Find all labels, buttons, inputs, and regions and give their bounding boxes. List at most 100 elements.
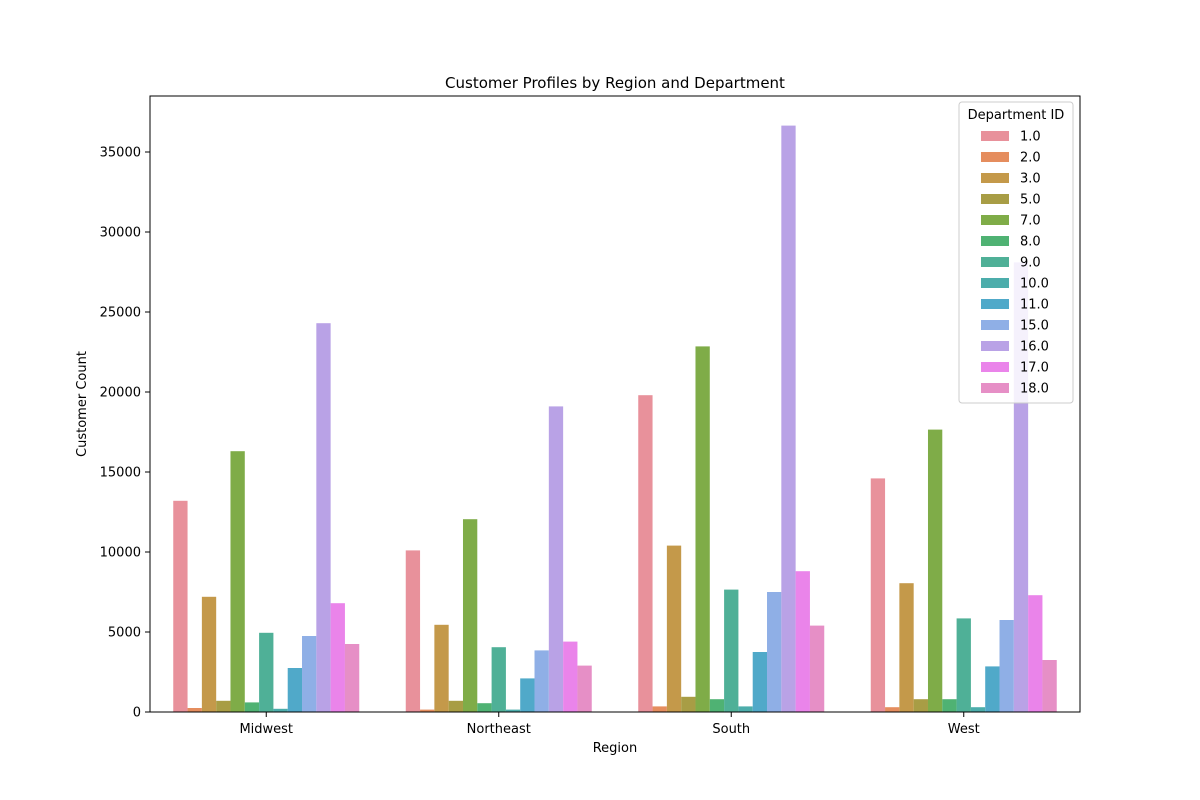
bar [462, 519, 478, 712]
legend-label: 5.0 [1020, 193, 1041, 208]
legend-label: 10.0 [1020, 277, 1049, 292]
bar [927, 429, 943, 712]
plot-frame [149, 95, 1081, 713]
legend-label: 15.0 [1020, 319, 1049, 334]
bar [666, 545, 682, 712]
bar [548, 406, 564, 712]
legend-label: 17.0 [1020, 361, 1049, 376]
y-tick-label: 10000 [100, 546, 141, 561]
bar [230, 451, 245, 712]
bar [638, 395, 653, 712]
bar [652, 706, 667, 712]
bar [899, 583, 914, 712]
bar [330, 603, 345, 712]
legend-swatch [981, 215, 1009, 225]
bars-group [173, 125, 1057, 713]
bar [985, 666, 1000, 712]
legend-label: 16.0 [1020, 340, 1049, 355]
bar [1028, 595, 1043, 712]
bar [767, 592, 782, 712]
bar [201, 596, 217, 712]
legend-title: Department ID [968, 108, 1065, 123]
bar [809, 625, 825, 712]
bar [870, 478, 886, 712]
legend-label: 9.0 [1020, 256, 1041, 271]
bar [1042, 660, 1057, 712]
bar [970, 707, 986, 712]
bar [344, 644, 360, 712]
x-tick-label: Midwest [239, 722, 293, 737]
bar [695, 346, 710, 712]
bar [259, 632, 274, 712]
legend-swatch [981, 257, 1009, 267]
legend-swatch [981, 299, 1009, 309]
legend-swatch [981, 173, 1009, 183]
x-axis-label: Region [593, 741, 638, 756]
legend-label: 1.0 [1020, 130, 1041, 145]
y-tick-label: 20000 [100, 386, 141, 401]
chart-title: Customer Profiles by Region and Departme… [445, 74, 785, 92]
bar [681, 696, 696, 712]
legend-swatch [981, 320, 1009, 330]
bar [173, 500, 188, 712]
bar [477, 703, 492, 712]
legend-swatch [981, 383, 1009, 393]
bar [448, 700, 463, 712]
legend-box [958, 101, 1074, 404]
legend-swatch [981, 131, 1009, 141]
legend-swatch [981, 341, 1009, 351]
bar [505, 709, 521, 712]
bar [913, 699, 928, 712]
y-axis-label: Customer Count [75, 351, 90, 457]
y-tick-label: 0 [133, 706, 141, 721]
legend-swatch [981, 278, 1009, 288]
y-tick-label: 5000 [108, 626, 141, 641]
bar [491, 647, 506, 712]
bar [316, 323, 331, 712]
legend-label: 8.0 [1020, 235, 1041, 250]
bar [563, 641, 578, 712]
bar [738, 706, 753, 712]
bar [244, 702, 260, 712]
bar [302, 636, 317, 712]
bar [434, 624, 449, 712]
bar [709, 699, 725, 712]
x-axis: Midwest Northeast South West [239, 712, 980, 737]
y-tick-label: 25000 [100, 306, 141, 321]
y-tick-label: 35000 [100, 146, 141, 161]
y-tick-label: 30000 [100, 226, 141, 241]
y-tick-label: 15000 [100, 466, 141, 481]
legend-label: 7.0 [1020, 214, 1041, 229]
bar [795, 571, 810, 712]
bar [287, 668, 303, 712]
bar [405, 550, 421, 712]
bar [187, 708, 202, 712]
bar [577, 665, 592, 712]
y-axis: 0 5000 10000 15000 20000 25000 30000 35000 [100, 146, 150, 721]
bar [942, 699, 957, 712]
bar [216, 700, 231, 712]
legend-label: 18.0 [1020, 382, 1049, 397]
legend-swatch [981, 194, 1009, 204]
x-tick-label: South [712, 722, 750, 737]
legend-swatch [981, 236, 1009, 246]
bar [534, 650, 549, 712]
bar [999, 620, 1014, 712]
bar [781, 125, 796, 713]
x-tick-label: Northeast [467, 722, 531, 737]
legend-swatch [981, 152, 1009, 162]
legend: Department ID 1.0 2.0 3.0 5.0 7.0 8.0 9.0 10.0 11… [958, 101, 1074, 404]
legend-label: 3.0 [1020, 172, 1041, 187]
bar [724, 589, 739, 712]
legend-label: 2.0 [1020, 151, 1041, 166]
bar [885, 707, 900, 712]
bar [956, 618, 971, 712]
legend-label: 11.0 [1020, 298, 1049, 313]
legend-swatch [981, 362, 1009, 372]
bar [420, 709, 435, 712]
bar [273, 708, 288, 712]
x-tick-label: West [948, 722, 980, 737]
bar [520, 678, 535, 712]
bar [752, 652, 768, 712]
